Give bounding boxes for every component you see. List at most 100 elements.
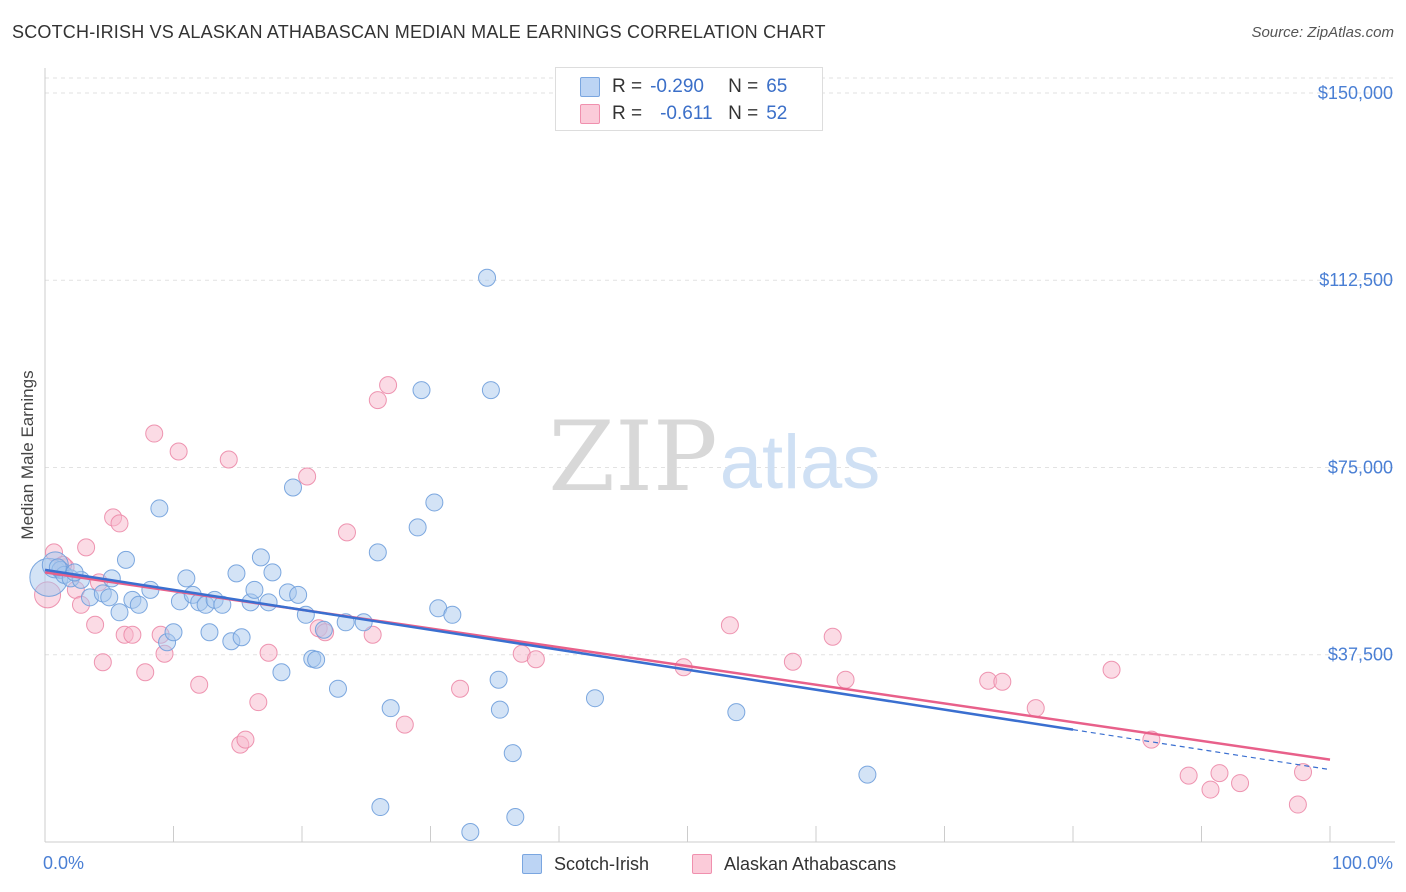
watermark-zip: ZIP — [548, 401, 717, 513]
data-point — [720, 616, 739, 635]
legend-n-label: N = — [728, 103, 759, 124]
data-point — [169, 442, 188, 461]
data-point — [164, 623, 183, 642]
watermark-atlas: atlas — [720, 420, 881, 505]
data-point — [337, 523, 356, 542]
tick-labels: $37,500 $75,000 $112,500 $150,000 0.0% 100.0% — [43, 83, 1393, 873]
data-point — [451, 679, 470, 698]
data-point — [368, 543, 387, 562]
data-point — [478, 268, 497, 287]
data-point — [145, 424, 164, 443]
legend-swatch-blue — [580, 77, 600, 97]
data-point — [526, 650, 545, 669]
legend-r-label: R = — [612, 76, 643, 97]
data-point — [368, 391, 387, 410]
data-point — [284, 478, 303, 497]
bottom-legend-alaskan-athabascans: Alaskan Athabascans — [692, 852, 896, 876]
x-tick-label: 0.0% — [43, 853, 84, 873]
data-point — [783, 652, 802, 671]
data-point — [272, 663, 291, 682]
data-point — [425, 493, 444, 512]
trend-line-scotch-irish — [44, 568, 1074, 731]
data-point — [136, 663, 155, 682]
legend-r-value: -0.611 — [660, 103, 713, 124]
data-point — [1102, 660, 1121, 679]
source-label: Source: ZipAtlas.com — [1251, 24, 1394, 41]
data-point — [232, 628, 251, 647]
bottom-legend-swatch-pink — [692, 854, 712, 874]
trend-line-scotch-irish-extension — [1072, 729, 1331, 771]
data-point — [1179, 766, 1198, 785]
y-tick-label: $75,000 — [1328, 457, 1393, 477]
bottom-legend-scotch-irish: Scotch-Irish — [522, 852, 649, 876]
data-point — [110, 603, 129, 622]
chart-title: SCOTCH-IRISH VS ALASKAN ATHABASCAN MEDIA… — [12, 22, 826, 42]
data-point — [249, 693, 268, 712]
data-point — [506, 808, 525, 827]
data-point — [129, 595, 148, 614]
data-point — [1231, 774, 1250, 793]
data-point — [110, 514, 129, 533]
axes — [44, 68, 1395, 843]
data-point — [490, 700, 509, 719]
legend-n-label: N = — [728, 76, 759, 97]
data-point — [177, 569, 196, 588]
data-point — [1026, 699, 1045, 718]
data-point — [227, 564, 246, 583]
legend-row-scotch-irish: R = -0.290 N = 65 — [580, 75, 787, 99]
data-point — [328, 679, 347, 698]
y-axis-label: Median Male Earnings — [18, 370, 37, 540]
data-point — [259, 643, 278, 662]
data-point — [503, 744, 522, 763]
data-point — [219, 450, 238, 469]
data-point — [379, 376, 398, 395]
data-point — [354, 613, 373, 632]
data-point — [1288, 795, 1307, 814]
data-point — [200, 623, 219, 642]
y-tick-label: $112,500 — [1319, 270, 1393, 290]
data-point — [236, 730, 255, 749]
data-point — [836, 670, 855, 689]
data-point — [314, 620, 333, 639]
data-point — [245, 580, 264, 599]
series-scotch-irish — [29, 268, 877, 842]
data-point — [1201, 780, 1220, 799]
data-point — [412, 381, 431, 400]
legend-r-value: -0.290 — [650, 76, 704, 97]
data-point — [585, 689, 604, 708]
data-point — [100, 588, 119, 607]
bottom-legend-label: Scotch-Irish — [554, 853, 650, 874]
data-point — [727, 703, 746, 722]
data-point — [93, 653, 112, 672]
data-point — [481, 381, 500, 400]
data-point — [289, 585, 308, 604]
data-point — [363, 625, 382, 644]
data-point — [443, 605, 462, 624]
data-point — [307, 650, 326, 669]
data-point — [77, 538, 96, 557]
y-tick-label: $150,000 — [1318, 83, 1393, 103]
watermark: ZIP atlas — [548, 401, 880, 513]
data-point — [858, 765, 877, 784]
grid-lines — [45, 77, 1395, 656]
legend-swatch-pink — [580, 104, 600, 124]
data-point — [461, 823, 480, 842]
legend-n-value: 65 — [766, 76, 788, 97]
y-tick-label: $37,500 — [1328, 645, 1393, 665]
data-point — [150, 499, 169, 518]
data-point — [116, 550, 135, 569]
data-point — [395, 715, 414, 734]
data-point — [1210, 764, 1229, 783]
data-point — [489, 670, 508, 689]
data-point — [408, 518, 427, 537]
data-point — [371, 798, 390, 817]
trend-lines — [44, 568, 1331, 771]
legend-r-label: R = — [612, 103, 643, 124]
data-point — [123, 625, 142, 644]
data-point — [263, 563, 282, 582]
legend-row-alaskan-athabascans: R = -0.611 N = 52 — [580, 102, 787, 126]
data-point — [993, 672, 1012, 691]
bottom-legend-swatch-blue — [522, 854, 542, 874]
data-point — [190, 675, 209, 694]
